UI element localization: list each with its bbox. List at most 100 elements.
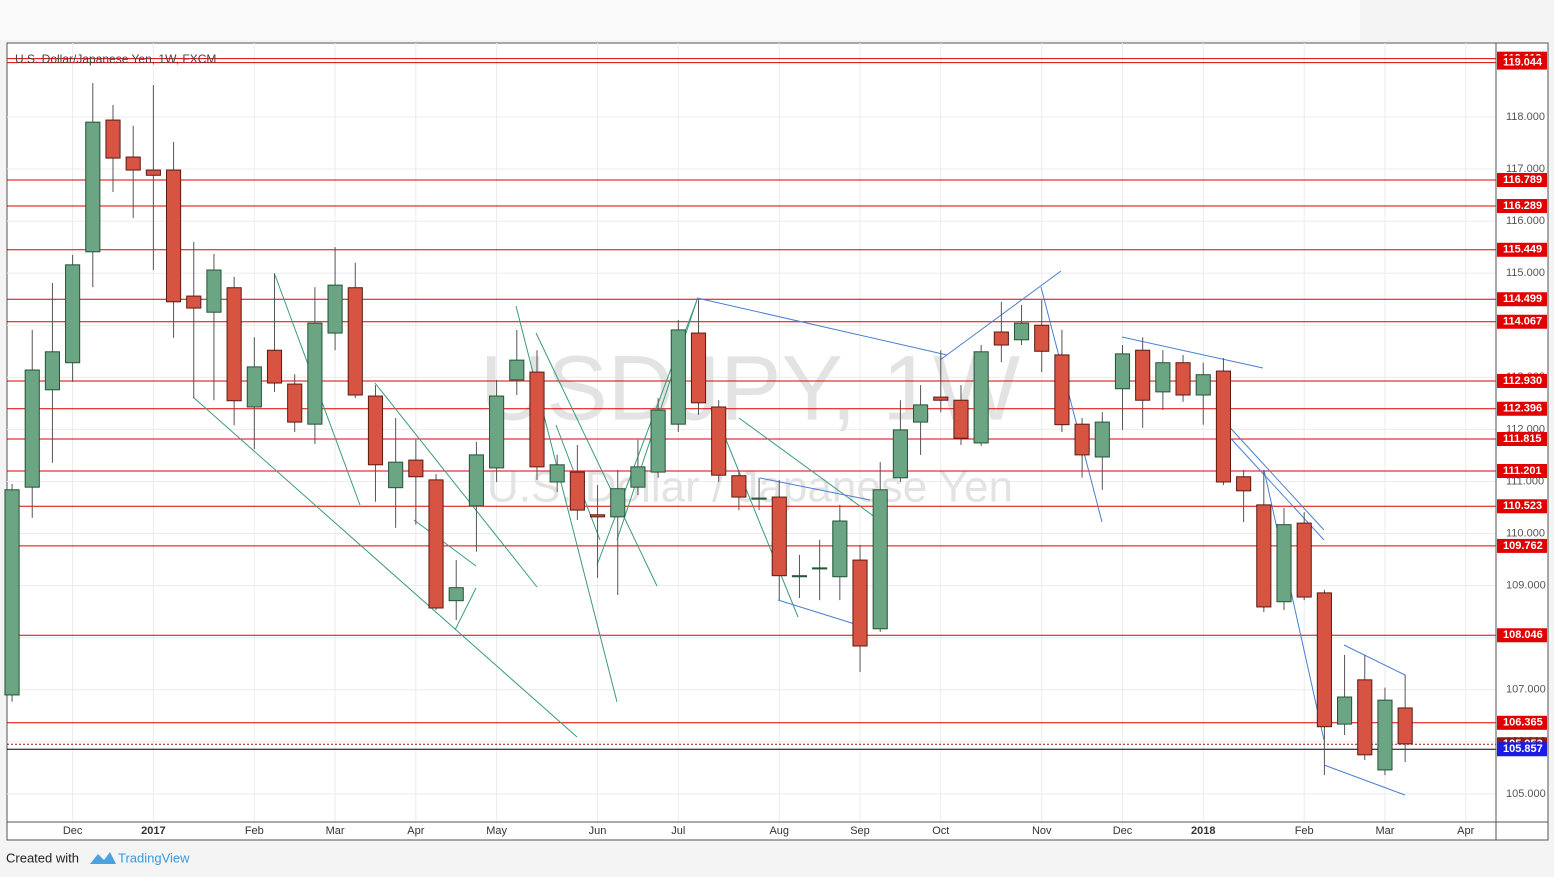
y-tick-label: 118.000 <box>1506 111 1545 123</box>
y-tick-label: 109.000 <box>1506 579 1546 591</box>
candle-body <box>993 331 1009 346</box>
candle-body <box>307 322 323 425</box>
x-tick-label: Sep <box>850 825 870 837</box>
candle-body <box>226 287 242 402</box>
x-tick-label: Dec <box>63 825 83 837</box>
trendline <box>696 297 948 356</box>
trendline <box>454 587 477 631</box>
candle-body <box>791 575 808 578</box>
trendline <box>777 599 859 626</box>
candle-body <box>630 466 646 488</box>
candle-body <box>670 329 686 425</box>
x-tick-label: 2018 <box>1191 825 1215 837</box>
candle-body <box>347 287 363 396</box>
trendline <box>1263 469 1325 741</box>
trendline <box>192 396 578 738</box>
y-tick-label: 107.000 <box>1506 684 1546 696</box>
candle-body <box>509 359 525 381</box>
candle-body <box>913 404 929 423</box>
candle-body <box>1316 592 1332 728</box>
candle-body <box>589 514 606 518</box>
candle-body <box>266 349 283 384</box>
chart-title: U.S. Dollar/Japanese Yen, 1W, FXCM <box>15 52 216 66</box>
candle-body <box>1074 423 1090 456</box>
candle-body <box>1215 370 1232 483</box>
candle-body <box>569 471 585 511</box>
candle-body <box>246 366 262 408</box>
candle-body <box>892 429 908 479</box>
candle-body <box>872 489 888 630</box>
candle-body <box>125 156 141 171</box>
candle-body <box>1276 524 1292 603</box>
y-tick-label: 105.000 <box>1506 788 1546 800</box>
x-tick-label: Apr <box>1457 825 1474 837</box>
y-tick-label: 111.000 <box>1506 475 1544 487</box>
level-label: 115.449 <box>1503 244 1542 256</box>
candle-body <box>24 369 40 488</box>
x-tick-label: Oct <box>932 825 949 837</box>
levels <box>7 58 1496 750</box>
level-label-box <box>1497 463 1547 478</box>
x-tick-label: Feb <box>245 825 264 837</box>
candle-body <box>812 567 828 570</box>
x-tick-label: Feb <box>1295 825 1314 837</box>
grid <box>7 43 1496 822</box>
watermark-subtitle: U.S. Dollar / Japanese Yen <box>487 463 1013 512</box>
level-label: 112.930 <box>1503 375 1542 387</box>
candle-body <box>771 496 787 577</box>
level-label: 106.365 <box>1503 717 1543 729</box>
candle-body <box>690 332 707 404</box>
candle-body <box>973 351 989 444</box>
candle-body <box>388 461 404 489</box>
candle-body <box>489 395 505 469</box>
candle-body <box>1236 476 1252 492</box>
level-label: 119.044 <box>1503 56 1543 68</box>
candle-body <box>549 464 565 483</box>
candle-body <box>650 409 666 473</box>
candle-body <box>751 497 767 500</box>
candles <box>4 83 1413 776</box>
candle-body <box>327 284 343 334</box>
level-label: 114.499 <box>1503 293 1542 305</box>
candle-body <box>367 395 384 466</box>
candle-body <box>852 559 868 647</box>
level-label-box <box>1497 538 1547 553</box>
footer-brand[interactable]: TradingView <box>118 850 190 865</box>
level-label-box <box>1497 373 1547 388</box>
level-label-box <box>1497 199 1547 214</box>
candle-body <box>1034 324 1050 352</box>
trendline <box>717 419 799 618</box>
x-tick-label: Dec <box>1113 825 1133 837</box>
trendline <box>939 270 1062 361</box>
candle-body <box>85 121 101 253</box>
level-label-box <box>1497 242 1547 257</box>
trendline <box>1343 644 1406 676</box>
candle-body <box>953 399 969 439</box>
candle-body <box>44 351 60 391</box>
level-label: 116.289 <box>1503 200 1542 212</box>
x-tick-label: 2017 <box>141 825 165 837</box>
level-label-box <box>1497 499 1547 514</box>
trendline <box>535 332 658 587</box>
candle-body <box>610 488 626 518</box>
candle-body <box>1114 353 1131 390</box>
y-tick-label: 115.000 <box>1506 267 1545 279</box>
candle-body <box>105 119 121 159</box>
top-bar <box>0 0 1360 40</box>
candle-body <box>933 396 949 401</box>
candle-body <box>1013 322 1030 341</box>
level-label: 111.201 <box>1503 465 1542 477</box>
candle-body <box>1296 522 1312 598</box>
level-label-box <box>1497 314 1547 329</box>
candle-body <box>65 264 81 364</box>
x-tick-label: Jul <box>671 825 685 837</box>
trendline <box>1222 419 1325 531</box>
level-label: 112.396 <box>1503 403 1542 415</box>
level-label: 105.857 <box>1503 743 1543 755</box>
level-label: 109.762 <box>1503 540 1543 552</box>
level-label-box <box>1497 432 1547 447</box>
candle-body <box>1377 699 1393 771</box>
candle-body <box>165 169 182 303</box>
